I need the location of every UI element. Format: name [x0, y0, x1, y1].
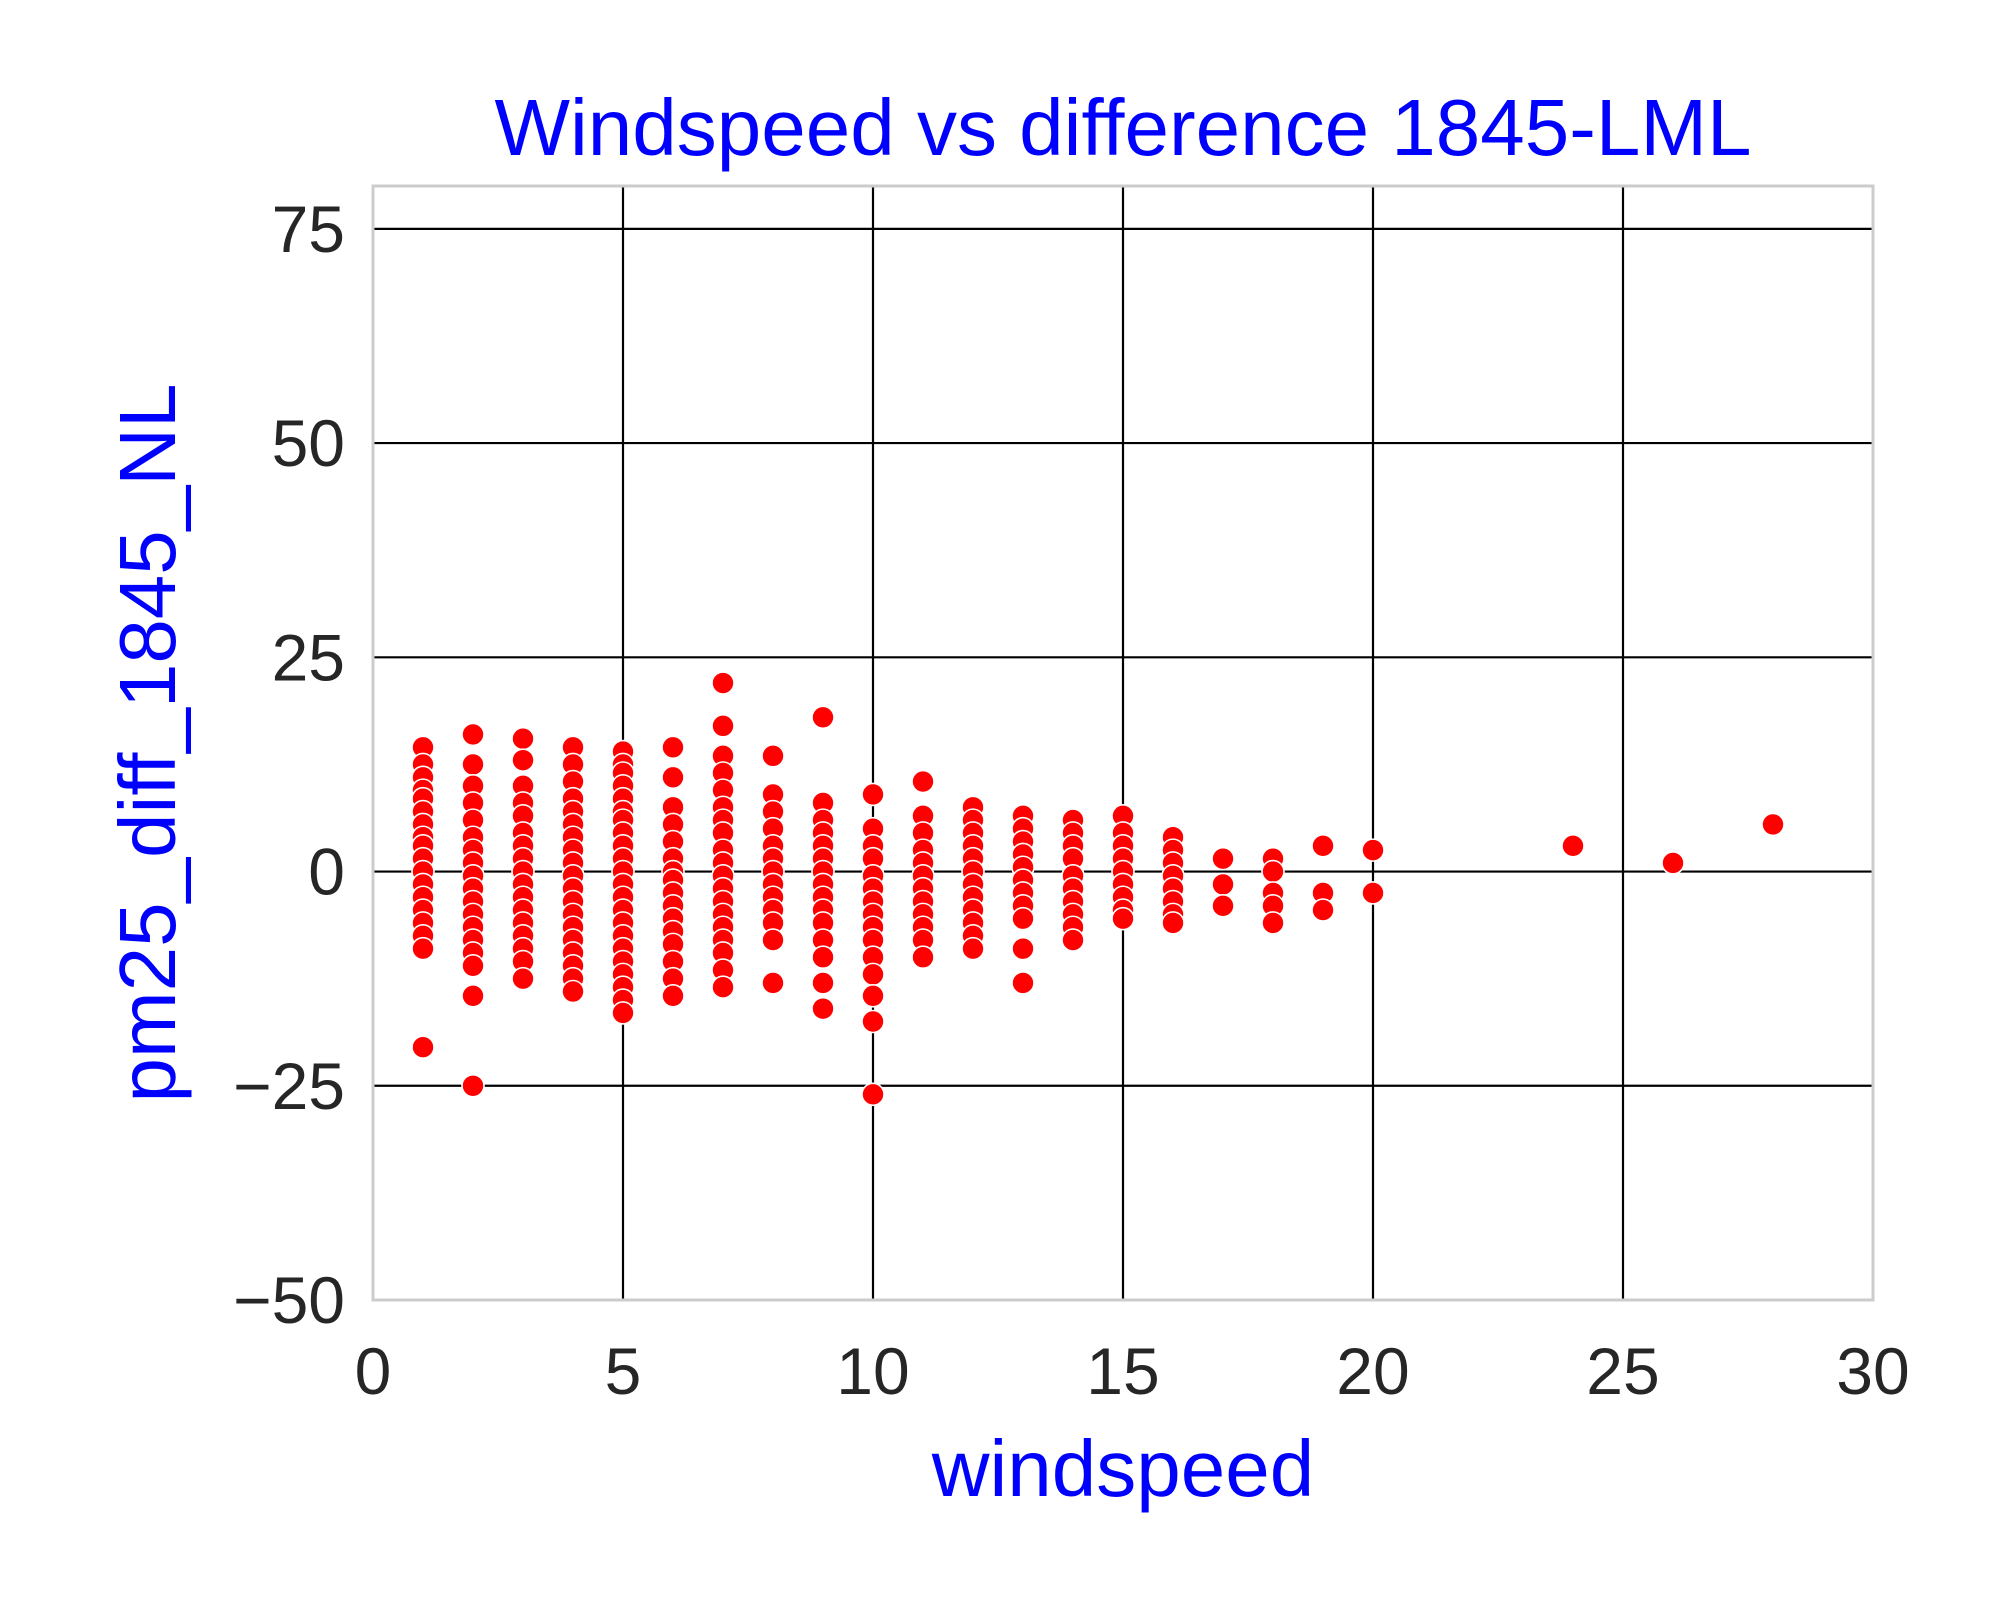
data-point [661, 983, 685, 1008]
data-point [811, 996, 835, 1021]
y-tick-label: 25 [272, 620, 345, 694]
data-point [861, 1082, 885, 1107]
data-point [461, 722, 485, 747]
data-point [711, 671, 735, 695]
y-tick-label: 0 [308, 835, 345, 909]
data-point [461, 1073, 485, 1098]
data-point [1061, 928, 1085, 952]
x-tick-label: 10 [836, 1334, 909, 1408]
data-point [861, 782, 885, 807]
data-point [1261, 859, 1285, 884]
y-tick-label: −25 [233, 1049, 345, 1123]
data-point [961, 936, 985, 961]
data-point [811, 971, 835, 995]
data-point [661, 735, 685, 760]
plot-frame [371, 184, 1875, 1302]
grid-lines [371, 186, 1875, 1302]
data-point [1311, 898, 1335, 922]
data-point [1561, 834, 1585, 858]
data-point [711, 714, 735, 738]
data-point [461, 752, 485, 777]
y-tick-label: 50 [272, 406, 345, 480]
data-point [461, 953, 485, 978]
data-point [661, 765, 685, 790]
data-point [1011, 936, 1035, 961]
data-point [511, 966, 535, 991]
data-point [811, 945, 835, 970]
data-point [761, 744, 785, 768]
data-point [1361, 881, 1385, 905]
data-point [1161, 911, 1185, 935]
data-point [411, 936, 435, 961]
data-point [411, 1035, 435, 1060]
data-point [1311, 834, 1335, 858]
data-point [761, 971, 785, 995]
data-point [511, 726, 535, 751]
data-point [561, 979, 585, 1004]
data-points [411, 671, 1785, 1107]
data-point [611, 1001, 635, 1025]
data-point [761, 928, 785, 952]
data-point [1261, 911, 1285, 935]
x-tick-label: 25 [1586, 1334, 1659, 1408]
data-point [861, 983, 885, 1008]
x-tick-label: 15 [1086, 1334, 1159, 1408]
data-point [1111, 906, 1135, 931]
data-point [811, 705, 835, 730]
data-point [861, 962, 885, 987]
data-point [711, 975, 735, 1000]
x-tick-label: 0 [355, 1334, 392, 1408]
data-point [1661, 851, 1685, 875]
data-point [911, 769, 935, 794]
x-tick-label: 5 [605, 1334, 642, 1408]
data-point [1211, 846, 1235, 871]
x-axis-label: windspeed [931, 1424, 1315, 1513]
y-axis-label: pm25_diff_1845_NL [103, 383, 192, 1102]
data-point [461, 983, 485, 1008]
y-tick-labels: −50 −25 0 25 50 75 [233, 192, 345, 1337]
data-point [1211, 872, 1235, 897]
data-point [1761, 812, 1785, 837]
data-point [911, 945, 935, 970]
chart-title: Windspeed vs difference 1845-LML [494, 83, 1751, 172]
y-tick-label: −50 [233, 1263, 345, 1337]
data-point [1011, 971, 1035, 995]
x-tick-label: 30 [1836, 1334, 1909, 1408]
x-tick-label: 20 [1336, 1334, 1409, 1408]
data-point [511, 748, 535, 772]
data-point [1211, 894, 1235, 918]
data-point [861, 1009, 885, 1034]
y-tick-label: 75 [272, 192, 345, 266]
data-point [1011, 906, 1035, 931]
data-point [1361, 838, 1385, 862]
x-tick-labels: 0 5 10 15 20 25 30 [355, 1334, 1910, 1408]
